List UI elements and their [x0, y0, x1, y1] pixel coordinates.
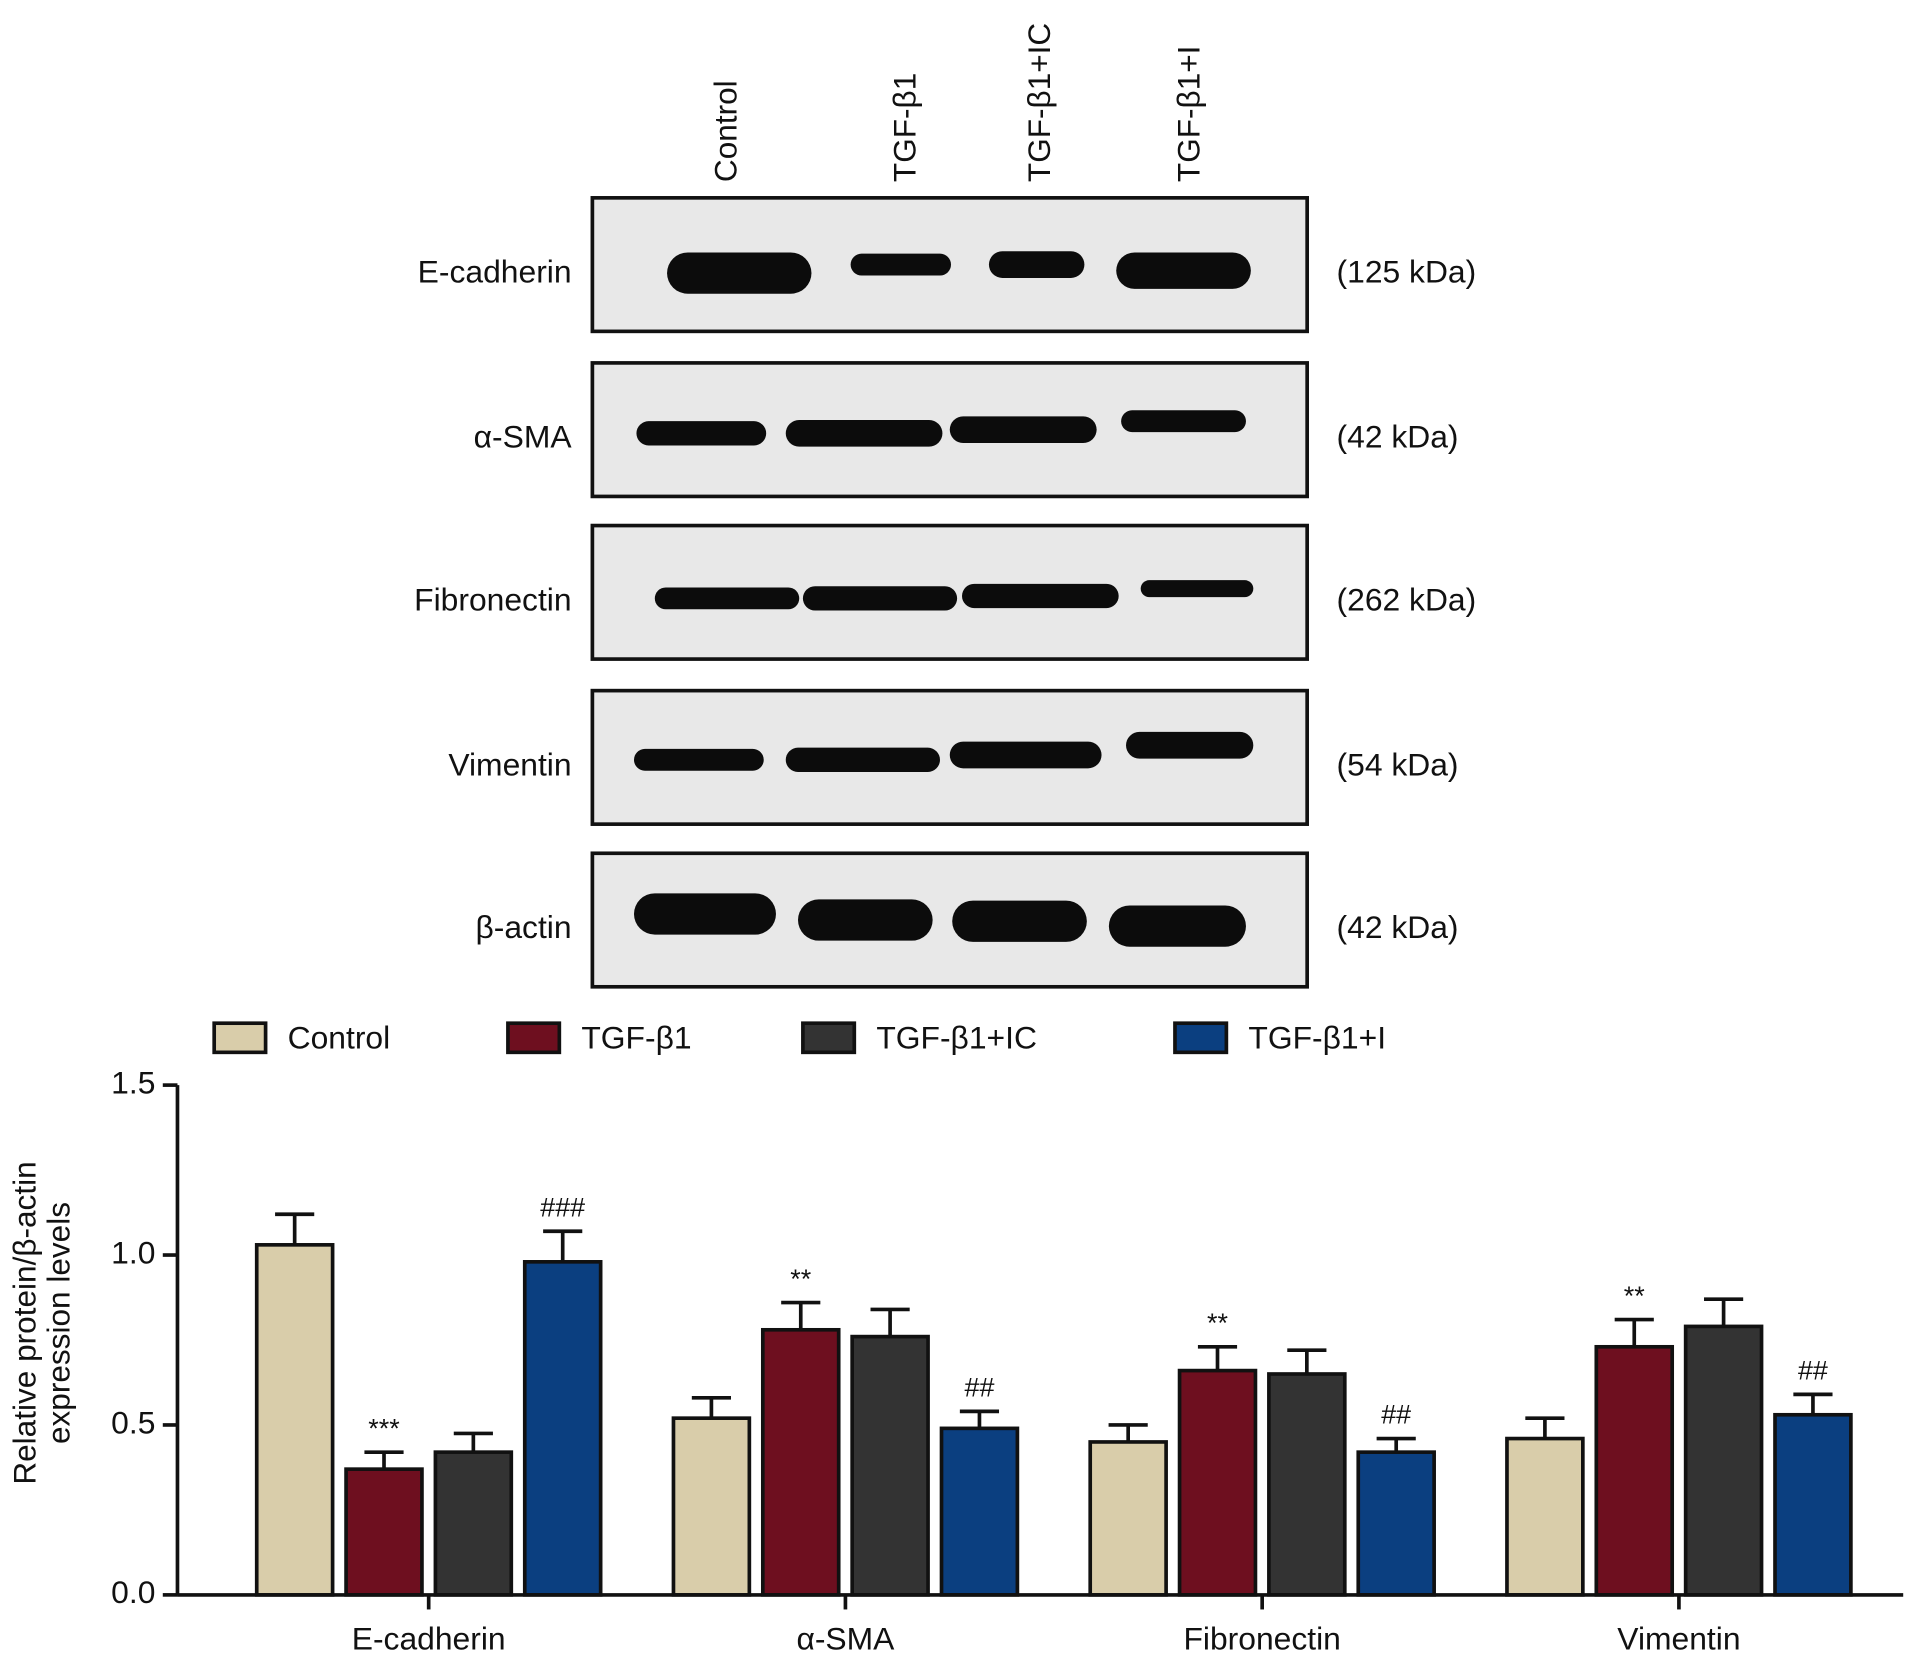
- blot-band: [667, 252, 812, 294]
- legend-swatch: [212, 1021, 268, 1055]
- bar: [1773, 1412, 1853, 1597]
- bar: [1177, 1368, 1258, 1597]
- legend-swatch: [1173, 1021, 1229, 1055]
- significance: ***: [368, 1413, 400, 1443]
- lane-label: TGF-β1+IC: [1021, 23, 1057, 182]
- lane-label: TGF-β1+I: [1170, 46, 1206, 183]
- blot-band: [785, 419, 943, 447]
- blot-band: [1116, 252, 1251, 289]
- row-label: α-SMA: [474, 419, 573, 455]
- bar: [671, 1416, 752, 1597]
- row-label: E-cadherin: [418, 254, 572, 290]
- blot-band: [988, 251, 1085, 278]
- legend-label: Control: [288, 1020, 391, 1056]
- row-size: (54 kDa): [1337, 747, 1459, 783]
- y-tick-label: 1.5: [111, 1065, 155, 1101]
- bar: [1356, 1450, 1436, 1597]
- significance: ###: [540, 1193, 585, 1223]
- bar: [1505, 1436, 1585, 1597]
- significance: ##: [964, 1373, 994, 1403]
- blot-band: [1140, 580, 1254, 598]
- row-label: β-actin: [475, 909, 571, 945]
- x-tick-label: Fibronectin: [1183, 1620, 1340, 1656]
- significance: **: [790, 1264, 812, 1294]
- blot-band: [949, 741, 1102, 769]
- bar: [1594, 1344, 1675, 1597]
- blot-band: [949, 416, 1097, 444]
- row-size: (262 kDa): [1337, 581, 1477, 617]
- lane-label: TGF-β1: [886, 73, 922, 182]
- legend-swatch: [801, 1021, 857, 1055]
- bar: [1267, 1372, 1347, 1597]
- significance: ##: [1798, 1356, 1828, 1386]
- x-tick-label: E-cadherin: [352, 1620, 506, 1656]
- significance: ##: [1381, 1400, 1411, 1430]
- row-size: (42 kDa): [1337, 909, 1459, 945]
- blot-band: [1108, 905, 1246, 947]
- row-size: (125 kDa): [1337, 254, 1477, 290]
- bar: [254, 1243, 335, 1597]
- y-axis-label: expression levels: [40, 1202, 76, 1444]
- row-size: (42 kDa): [1337, 419, 1459, 455]
- bar: [939, 1426, 1020, 1597]
- blot-band: [633, 893, 776, 935]
- bar: [850, 1334, 930, 1597]
- legend-label: TGF-β1+I: [1248, 1020, 1386, 1056]
- legend-label: TGF-β1+IC: [876, 1020, 1037, 1056]
- blot-band: [785, 747, 940, 772]
- y-tick-label: 0.5: [111, 1404, 155, 1440]
- legend-swatch: [506, 1021, 562, 1055]
- bar: [760, 1327, 841, 1597]
- bar: [433, 1450, 514, 1597]
- bar: [522, 1260, 603, 1597]
- row-label: Vimentin: [448, 747, 571, 783]
- blot-band: [1126, 731, 1254, 759]
- bar: [1088, 1440, 1168, 1597]
- blot-band: [802, 586, 958, 611]
- significance: **: [1624, 1281, 1646, 1311]
- y-tick-label: 0.0: [111, 1574, 155, 1610]
- blot-band: [850, 253, 951, 276]
- row-label: Fibronectin: [414, 581, 571, 617]
- blot-band: [636, 421, 767, 446]
- blot-band: [654, 587, 800, 610]
- significance: **: [1207, 1308, 1229, 1338]
- legend-label: TGF-β1: [581, 1020, 691, 1056]
- x-tick-label: Vimentin: [1617, 1620, 1740, 1656]
- blot-band: [633, 748, 764, 771]
- y-axis-label: Relative protein/β-actin: [6, 1161, 42, 1484]
- blot-band: [962, 583, 1119, 609]
- blot-band: [952, 900, 1087, 942]
- lane-label: Control: [708, 80, 744, 182]
- x-tick-label: α-SMA: [796, 1620, 895, 1656]
- y-tick-label: 1.0: [111, 1234, 155, 1270]
- blot-band: [1121, 410, 1246, 433]
- blot-band: [798, 899, 933, 941]
- bar: [344, 1467, 424, 1597]
- bar: [1683, 1324, 1764, 1597]
